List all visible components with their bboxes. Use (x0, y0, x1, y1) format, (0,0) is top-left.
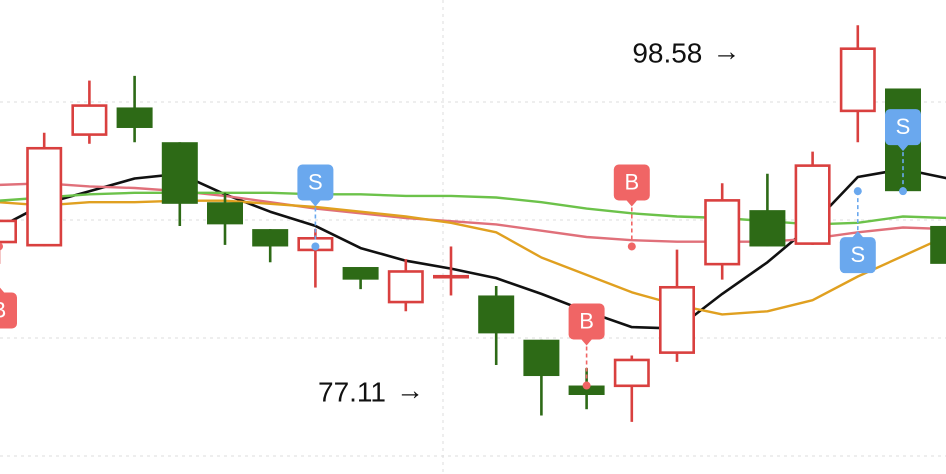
sell-signal: S (839, 187, 876, 274)
candle-body (0, 219, 18, 244)
candle-body (478, 295, 515, 334)
candle-body (71, 104, 108, 136)
signal-label: S (308, 169, 323, 194)
candle-body (658, 285, 695, 354)
candle (71, 80, 108, 144)
signal-label: S (850, 242, 865, 267)
signal-dot (853, 187, 862, 196)
candle-body (613, 358, 650, 388)
buy-signal: B (613, 164, 650, 251)
candle-body (207, 202, 243, 225)
sell-signal: S (885, 109, 921, 196)
candle (252, 229, 289, 263)
buy-signal: B (568, 303, 605, 390)
signal-dot (627, 242, 636, 251)
candle (207, 192, 243, 245)
moving-average-line (0, 191, 946, 226)
candle (704, 183, 741, 280)
price-annotations: 98.58 → 77.11 → (318, 35, 740, 407)
candle (839, 25, 876, 143)
annotation-arrow: → (712, 35, 740, 66)
candle-body (749, 210, 786, 247)
candle (523, 339, 560, 416)
price-annotation: 77.11 → (318, 375, 424, 408)
candle (0, 219, 18, 264)
moving-average-line (0, 182, 946, 243)
signal-pointer (309, 199, 322, 207)
candle-body (116, 107, 153, 128)
signal-dot (899, 187, 907, 196)
candle (613, 355, 650, 422)
signal-badge (297, 164, 334, 201)
signal-pointer (0, 287, 5, 294)
candle-body (523, 339, 560, 377)
candles (0, 25, 946, 422)
sell-signal: S (297, 164, 334, 251)
signal-label: S (896, 114, 911, 139)
candle-body (26, 146, 63, 247)
candle (116, 75, 153, 143)
signal-dot (311, 242, 320, 251)
buy-signal: B (0, 242, 17, 329)
signal-label: B (579, 308, 594, 333)
signal-badge (885, 109, 921, 146)
candle-body (432, 274, 469, 279)
candle-body (839, 47, 876, 113)
candle (432, 246, 469, 296)
candle (387, 259, 424, 312)
candle-body (252, 229, 289, 247)
trade-signals: B S B B S S (0, 109, 921, 390)
signal-dot (0, 242, 3, 251)
signal-badge (839, 237, 876, 274)
annotation-value: 98.58 (632, 37, 702, 68)
annotation-value: 77.11 (318, 377, 386, 408)
candle (749, 173, 786, 247)
signal-badge (568, 303, 605, 340)
candle-body (161, 142, 198, 204)
candle-body (387, 270, 424, 304)
signal-pointer (897, 144, 909, 152)
moving-average-line (0, 167, 946, 330)
price-annotation: 98.58 → (632, 35, 740, 68)
candle (794, 151, 831, 245)
candle (658, 249, 695, 362)
signal-pointer (851, 231, 864, 239)
signal-badge (0, 292, 17, 329)
signal-dot (582, 381, 591, 390)
signal-pointer (580, 338, 593, 346)
candle (478, 285, 515, 365)
candle (930, 225, 946, 264)
candle-body (794, 164, 831, 245)
candle (342, 267, 379, 290)
candle (26, 132, 63, 247)
candle-body (342, 267, 379, 280)
signal-pointer (625, 199, 638, 207)
moving-average-line (0, 199, 946, 316)
signal-label: B (0, 297, 6, 322)
signal-badge (613, 164, 650, 201)
candle (161, 142, 198, 226)
moving-average-lines (0, 167, 946, 330)
candle-body (930, 225, 946, 264)
candle-body (704, 199, 741, 266)
candle-body (568, 385, 605, 395)
signal-label: B (624, 169, 639, 194)
annotation-arrow: → (396, 375, 424, 406)
